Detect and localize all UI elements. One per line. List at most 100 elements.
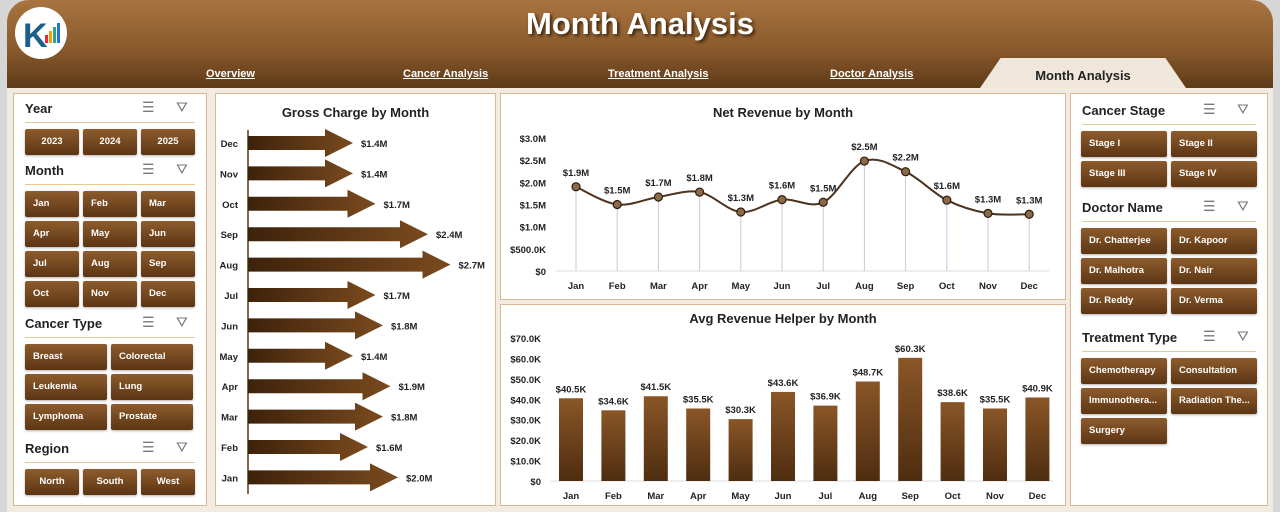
clear-filter-icon[interactable]: ⛛ [1237,198,1249,214]
clear-filter-icon[interactable]: ⛛ [1237,101,1249,117]
multi-select-icon[interactable]: ☰ [142,439,155,455]
multi-select-icon[interactable]: ☰ [1203,198,1216,214]
multi-select-icon[interactable]: ☰ [142,161,155,177]
clear-filter-icon[interactable]: ⛛ [176,161,188,177]
clear-filter-icon[interactable]: ⛛ [1237,328,1249,344]
data-label: $1.3M [728,193,754,204]
month-option-nov[interactable]: Nov [83,281,137,307]
cancer-type-option-colorectal[interactable]: Colorectal [111,344,193,370]
tab-cancer-analysis[interactable]: Cancer Analysis [403,68,489,80]
treatment-type-option-consultation[interactable]: Consultation [1171,358,1257,384]
arrow-bar [248,463,398,492]
region-option-west[interactable]: West [141,469,195,495]
data-label: $1.5M [604,186,630,197]
arrow-bar [248,281,376,309]
category-label: Sep [221,230,239,241]
year-option-2024[interactable]: 2024 [83,129,137,155]
treatment-type-option-surgery[interactable]: Surgery [1081,418,1167,444]
region-option-south[interactable]: South [83,469,137,495]
multi-select-icon[interactable]: ☰ [1203,328,1216,344]
bar [686,408,711,481]
clear-filter-icon[interactable]: ⛛ [176,439,188,455]
month-option-oct[interactable]: Oct [25,281,79,307]
multi-select-icon[interactable]: ☰ [142,99,155,115]
data-label: $1.6M [376,443,402,454]
cancer-stage-option-stage-iii[interactable]: Stage III [1081,161,1167,187]
x-tick-label: Aug [859,491,878,502]
multi-select-icon[interactable]: ☰ [142,314,155,330]
month-option-apr[interactable]: Apr [25,221,79,247]
x-tick-label: Oct [939,281,956,292]
data-label: $1.4M [361,139,387,150]
month-option-jun[interactable]: Jun [141,221,195,247]
category-label: Aug [220,261,239,272]
category-label: Nov [220,169,239,180]
year-option-2023[interactable]: 2023 [25,129,79,155]
x-tick-label: Jan [563,491,580,502]
data-label: $2.0M [406,473,432,484]
month-option-dec[interactable]: Dec [141,281,195,307]
month-option-feb[interactable]: Feb [83,191,137,217]
doctor-name-option-dr-malhotra[interactable]: Dr. Malhotra [1081,258,1167,284]
arrow-bar [248,433,368,461]
data-label: $2.7M [459,261,485,272]
year-option-2025[interactable]: 2025 [141,129,195,155]
cancer-type-option-prostate[interactable]: Prostate [111,404,193,430]
cancer-stage-option-stage-i[interactable]: Stage I [1081,131,1167,157]
chart-title: Net Revenue by Month [712,105,854,120]
data-point [653,192,663,202]
arrow-bar [248,159,353,188]
tab-month-analysis[interactable]: Month Analysis [980,58,1186,88]
month-option-mar[interactable]: Mar [141,191,195,217]
month-option-jul[interactable]: Jul [25,251,79,277]
month-option-sep[interactable]: Sep [141,251,195,277]
data-point [571,182,581,192]
divider [25,337,195,338]
bar [559,398,583,481]
multi-select-icon[interactable]: ☰ [1203,101,1216,117]
doctor-name-option-dr-reddy[interactable]: Dr. Reddy [1081,288,1167,314]
cancer-stage-option-stage-ii[interactable]: Stage II [1171,131,1257,157]
x-tick-label: Mar [650,281,667,292]
clear-filter-icon[interactable]: ⛛ [176,99,188,115]
cancer-type-option-lung[interactable]: Lung [111,374,193,400]
svg-text:K: K [23,17,48,55]
cancer-stage-option-stage-iv[interactable]: Stage IV [1171,161,1257,187]
cancer-type-option-leukemia[interactable]: Leukemia [25,374,107,400]
doctor-name-option-dr-verma[interactable]: Dr. Verma [1171,288,1257,314]
avg-revenue-chart: Avg Revenue Helper by Month $0 $10.0K $20.… [500,304,1066,506]
category-label: Jan [222,473,239,484]
month-option-jan[interactable]: Jan [25,191,79,217]
x-tick-label: Dec [1020,281,1037,292]
data-label: $34.6K [598,396,629,407]
cancer-type-option-breast[interactable]: Breast [25,344,107,370]
month-option-may[interactable]: May [83,221,137,247]
cancer-type-option-lymphoma[interactable]: Lymphoma [25,404,107,430]
data-label: $60.3K [895,344,926,355]
tab-doctor-analysis[interactable]: Doctor Analysis [830,68,914,80]
x-tick-label: Jun [775,491,792,502]
gross-charge-chart: Gross Charge by Month Dec $1.4M Nov $1.4M Oc… [215,93,496,506]
treatment-type-option-chemotherapy[interactable]: Chemotherapy [1081,358,1167,384]
divider [1082,221,1256,222]
data-label: $1.8M [391,413,417,424]
doctor-name-option-dr-kapoor[interactable]: Dr. Kapoor [1171,228,1257,254]
treatment-type-option-immunothera-[interactable]: Immunothera... [1081,388,1167,414]
doctor-name-option-dr-chatterjee[interactable]: Dr. Chatterjee [1081,228,1167,254]
treatment-type-option-radiation-the-[interactable]: Radiation The... [1171,388,1257,414]
bar [983,408,1007,481]
doctor-name-option-dr-nair[interactable]: Dr. Nair [1171,258,1257,284]
arrow-bar [248,372,391,401]
clear-filter-icon[interactable]: ⛛ [176,314,188,330]
month-option-aug[interactable]: Aug [83,251,137,277]
arrow-bar [248,189,376,218]
category-label: Feb [221,443,238,454]
tab-overview[interactable]: Overview [206,68,255,80]
y-tick-label: $3.0M [520,134,546,145]
tab-treatment-analysis[interactable]: Treatment Analysis [608,68,709,80]
arrow-bar [248,311,383,340]
region-option-north[interactable]: North [25,469,79,495]
data-point [777,195,787,205]
divider [25,122,195,123]
bar [813,405,838,481]
